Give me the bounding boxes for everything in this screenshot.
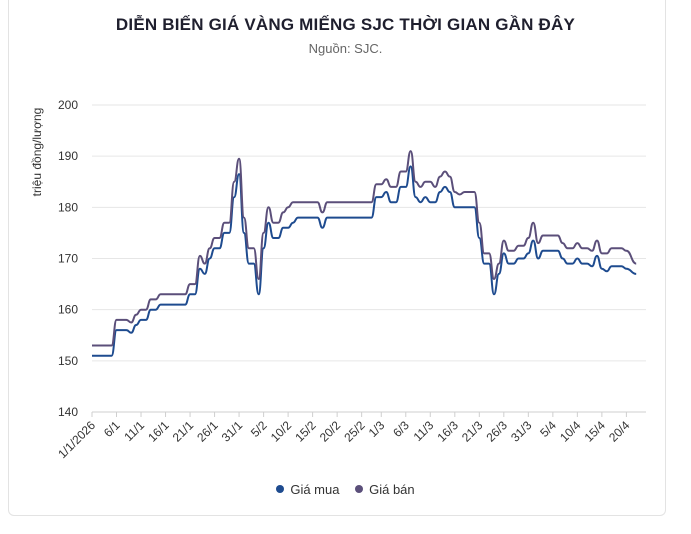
- x-tick-label: 10/4: [557, 418, 584, 445]
- legend-label-sell: Giá bán: [369, 481, 415, 497]
- y-tick-label: 180: [58, 200, 78, 214]
- x-tick-label: 20/4: [606, 418, 633, 445]
- legend-item-buy[interactable]: Giá mua: [276, 482, 339, 497]
- y-axis-label: triệu đồng/lượng: [30, 108, 44, 197]
- x-tick-label: 21/1: [170, 418, 197, 445]
- x-tick-label: 16/1: [145, 418, 172, 445]
- legend-label-buy: Giá mua: [290, 481, 340, 497]
- x-tick-label: 6/1: [101, 418, 123, 440]
- x-tick-label: 10/2: [268, 418, 295, 445]
- x-tick-label: 5/4: [537, 418, 559, 440]
- y-tick-label: 200: [58, 98, 78, 112]
- chart-subtitle: Nguồn: SJC.: [308, 41, 383, 56]
- x-tick-label: 5/2: [248, 418, 270, 440]
- x-tick-label: 15/4: [582, 418, 609, 445]
- x-tick-label: 1/3: [366, 418, 388, 440]
- y-tick-labels: 140 150 160 170 180 190 200: [58, 98, 78, 419]
- series-lines: [92, 150, 637, 357]
- x-tick-label: 20/2: [317, 418, 344, 445]
- y-tick-label: 140: [58, 405, 78, 419]
- y-tick-label: 170: [58, 252, 78, 266]
- x-tick-label: 31/1: [219, 418, 246, 445]
- y-tick-label: 150: [58, 354, 78, 368]
- legend-marker-buy: [276, 485, 285, 493]
- y-tick-label: 190: [58, 149, 78, 163]
- chart-title: DIỄN BIẾN GIÁ VÀNG MIẾNG SJC THỜI GIAN G…: [115, 15, 576, 34]
- x-tick-label: 26/1: [194, 418, 221, 445]
- x-tick-label: 26/3: [484, 418, 511, 445]
- legend: Giá mua Giá bán: [0, 481, 691, 497]
- legend-marker-sell: [355, 485, 364, 493]
- x-tick-label: 6/3: [390, 418, 412, 440]
- x-tick-label: 15/2: [292, 418, 319, 445]
- x-tick-label: 11/1: [121, 418, 147, 444]
- y-tick-label: 160: [58, 303, 78, 317]
- series-line-buy[interactable]: [92, 165, 637, 357]
- x-tick-label: 16/3: [435, 418, 462, 445]
- x-tick-label: 21/3: [459, 418, 486, 445]
- x-tick-labels: 1/1/2026 6/111/116/121/126/131/1 5/210/215…: [55, 412, 633, 461]
- x-tick-label: 31/3: [508, 418, 535, 445]
- x-tick-label: 11/3: [411, 418, 437, 444]
- x-tick-label: 25/2: [341, 418, 368, 445]
- series-line-sell[interactable]: [92, 150, 637, 347]
- legend-item-sell[interactable]: Giá bán: [355, 482, 415, 497]
- grid-lines: [92, 104, 646, 413]
- x-tick-label: 1/1/2026: [55, 418, 98, 461]
